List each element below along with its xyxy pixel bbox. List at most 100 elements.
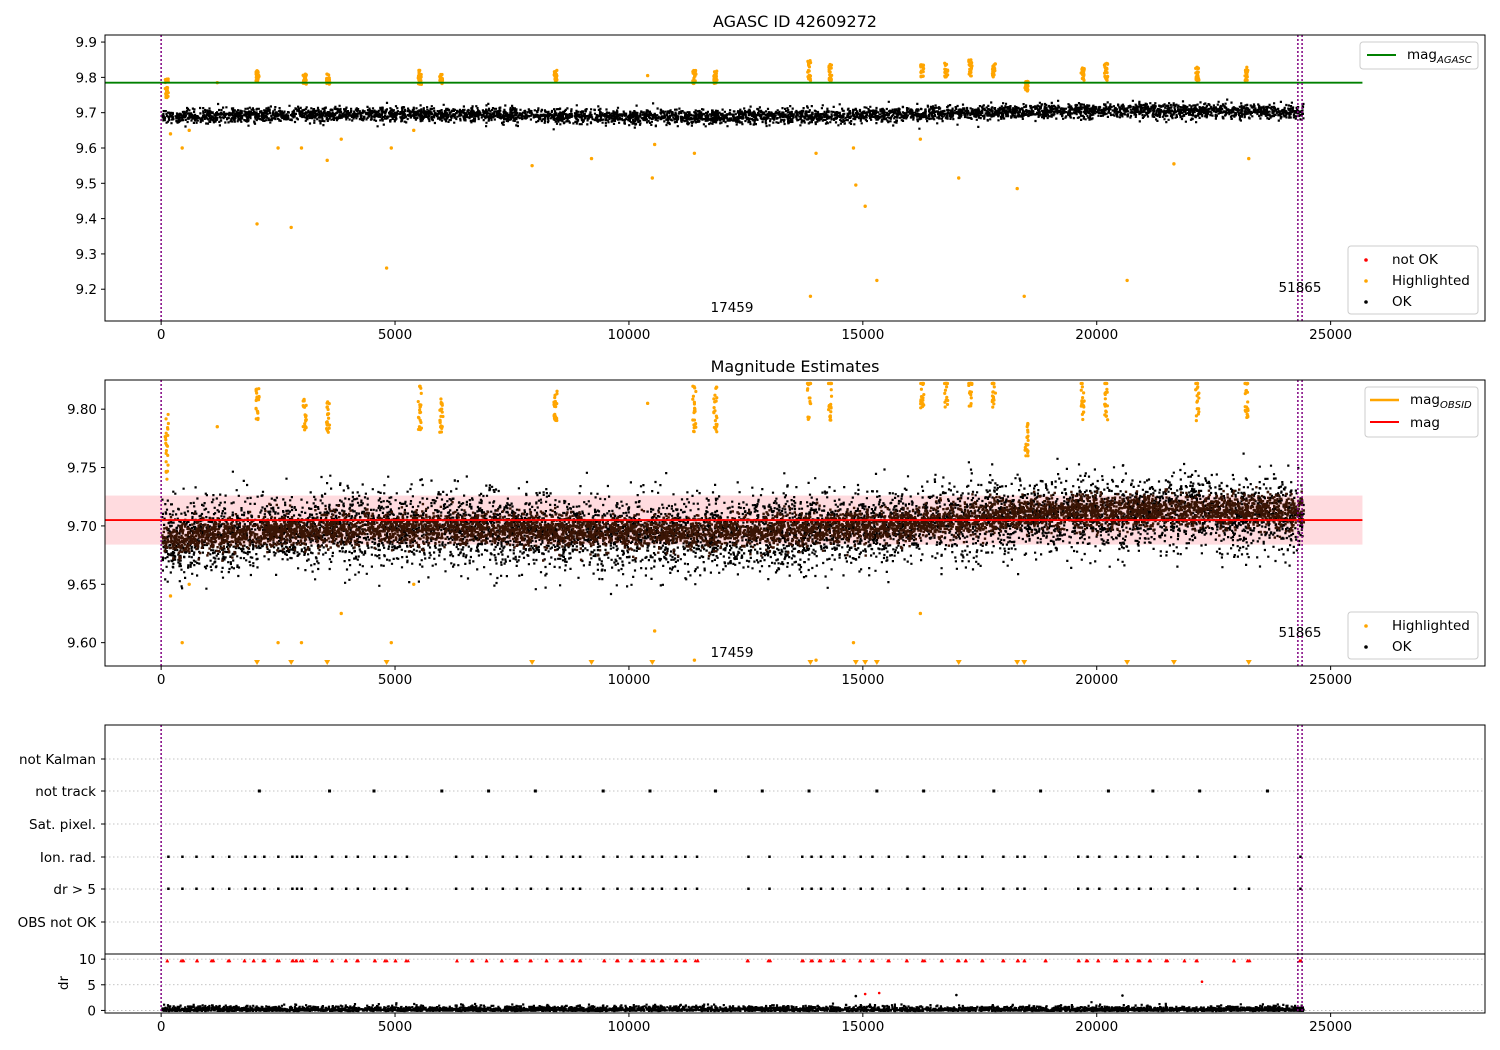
dr-clipped-marker (963, 958, 968, 963)
highlighted-point (1015, 186, 1019, 191)
ion-rad-mark (394, 855, 397, 858)
dr-gt-5-mark (277, 887, 280, 890)
offscale-marker (852, 660, 859, 665)
not-track-mark (1151, 789, 1155, 793)
panel1-ytick-label: 9.5 (76, 176, 97, 192)
dr-clipped-marker (242, 958, 247, 963)
panel1-xtick-label: 10000 (607, 327, 650, 343)
dr-gt-5-mark (244, 887, 247, 890)
highlighted-cluster-point (807, 65, 812, 69)
ion-rad-mark (295, 855, 299, 858)
dr-gt-5-mark (571, 887, 575, 890)
dr-gt-5-mark (578, 887, 582, 890)
dr-gt-5-mark (871, 887, 874, 890)
highlighted-cluster-point (1081, 403, 1085, 407)
highlighted-cluster-point (166, 433, 170, 438)
not-track-mark (257, 789, 261, 793)
highlighted-cluster-point (714, 399, 718, 403)
highlighted-cluster-point (553, 396, 557, 400)
highlighted-cluster-point (416, 74, 421, 78)
highlighted-cluster-point (419, 78, 423, 83)
ion-rad-mark (630, 855, 633, 858)
dr-gt-5-mark (810, 887, 813, 890)
highlighted-cluster-point (165, 425, 170, 430)
dr-gt-5-mark (227, 887, 231, 890)
dr-clipped-marker (842, 958, 847, 963)
panel1-ytick-label: 9.2 (76, 282, 97, 298)
dr-gt-5-mark (501, 887, 505, 890)
highlighted-cluster-point (301, 424, 305, 429)
dr-clipped-marker (1182, 958, 1187, 963)
dr-clipped-marker (1096, 958, 1100, 963)
dr-gt-5-mark (1077, 887, 1080, 890)
dr-gt-5-mark (831, 887, 834, 890)
ion-rad-mark (964, 855, 968, 858)
highlighted-cluster-point (164, 431, 168, 435)
dr-gt-5-mark (1149, 887, 1153, 890)
highlighted-cluster-point (1196, 392, 1201, 396)
dr-clipped-marker (1232, 958, 1237, 963)
dr-gt-5-mark (1299, 887, 1302, 890)
highlighted-cluster-point (164, 460, 168, 464)
dr-gt-5-mark (356, 887, 360, 890)
highlighted-cluster-point (1105, 62, 1110, 66)
dr-gt-5-mark (843, 887, 846, 890)
highlighted-cluster-point (1026, 451, 1030, 455)
highlighted-cluster-point (1243, 391, 1247, 396)
flag-row-label: Sat. pixel. (29, 817, 96, 833)
highlighted-cluster-point (694, 389, 698, 394)
highlighted-cluster-point (1195, 381, 1200, 386)
ion-rad-mark (747, 855, 750, 858)
dr-gt-5-mark (454, 887, 458, 890)
highlighted-cluster-point (921, 381, 926, 386)
highlighted-cluster-point (165, 91, 169, 96)
dr-clipped-marker (514, 958, 519, 963)
panel2-xtick-label: 15000 (841, 672, 884, 688)
highlighted-cluster-point (1106, 74, 1110, 79)
ion-rad-mark (871, 855, 874, 858)
legend-label-mag-obsid: magOBSID (1410, 392, 1472, 411)
ion-rad-mark (344, 855, 348, 858)
highlighted-cluster-point (943, 388, 948, 392)
highlighted-cluster-point (969, 70, 973, 75)
dr-clipped-marker (616, 958, 620, 963)
highlighted-cluster-point (439, 79, 444, 83)
ion-rad-mark (1077, 855, 1080, 858)
highlighted-cluster-point (944, 381, 948, 386)
panel1-title: AGASC ID 42609272 (713, 12, 877, 31)
highlighted-cluster-point (555, 389, 559, 393)
dr-gt-5-mark (941, 887, 944, 890)
highlighted-cluster-point (1079, 388, 1083, 392)
highlighted-cluster-point (1103, 65, 1107, 69)
highlighted-cluster-point (969, 396, 973, 400)
dr-clipped-marker (659, 958, 664, 963)
highlighted-cluster-point (1244, 77, 1248, 81)
ion-rad-mark (485, 855, 488, 858)
dr-outlier (877, 991, 881, 995)
ion-rad-mark (546, 855, 549, 858)
dr-clipped-marker (179, 958, 183, 963)
not-track-mark (760, 789, 764, 793)
ion-rad-mark (384, 855, 388, 858)
panel2-ytick-label: 9.75 (67, 461, 97, 477)
dr-clipped-marker (1044, 958, 1048, 963)
highlighted-cluster-point (439, 425, 443, 429)
ion-rad-mark (277, 855, 280, 858)
highlighted-cluster-point (256, 69, 260, 74)
offscale-marker (649, 660, 656, 665)
dr-clipped-marker (831, 958, 836, 963)
panel1-ytick-label: 9.7 (76, 106, 97, 122)
panel2-xtick-label: 0 (157, 672, 166, 688)
highlighted-point (875, 278, 879, 283)
dr-gt-5-mark (529, 887, 533, 890)
highlighted-cluster-point (826, 408, 831, 412)
highlighted-cluster-point (944, 68, 948, 72)
highlighted-cluster-point (555, 392, 559, 396)
ion-rad-mark (227, 855, 231, 858)
legend-label-mag: mag (1410, 415, 1440, 431)
highlighted-point (692, 658, 697, 662)
panel3-xtick-label: 25000 (1309, 1019, 1352, 1035)
highlighted-cluster-point (1105, 404, 1110, 408)
ion-rad-mark (471, 855, 474, 858)
dr-clipped-marker (277, 958, 281, 963)
